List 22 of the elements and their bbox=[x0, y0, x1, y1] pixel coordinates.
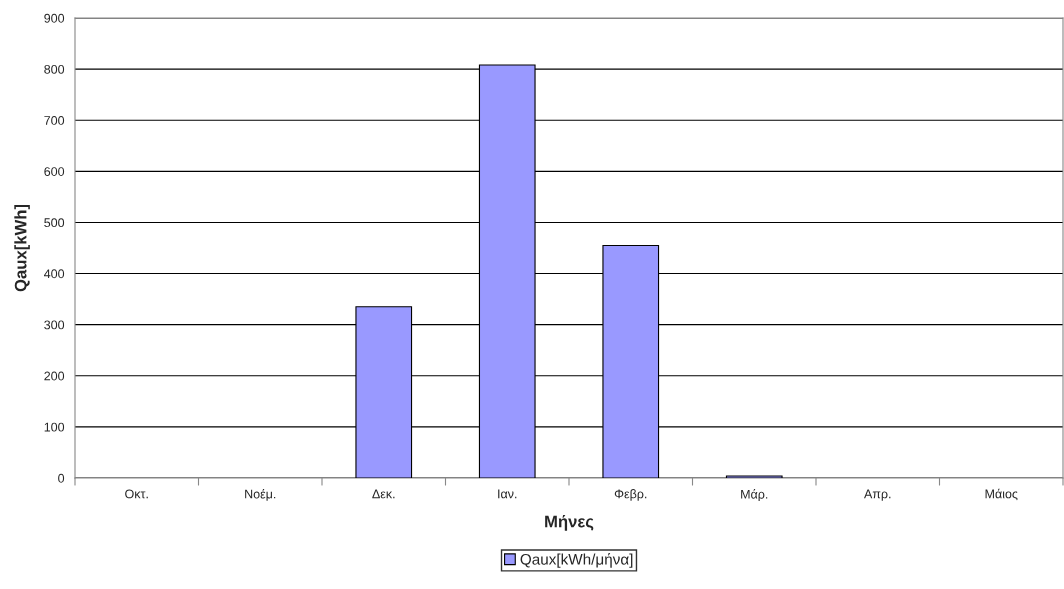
x-tick-label: Απρ. bbox=[864, 489, 891, 501]
y-tick-label: 500 bbox=[44, 218, 65, 228]
y-tick-label: 400 bbox=[44, 269, 65, 279]
y-tick-label: 900 bbox=[44, 13, 65, 23]
y-tick-label: 0 bbox=[58, 473, 65, 483]
x-axis-title: Μήνες bbox=[545, 515, 594, 531]
y-tick-label: 800 bbox=[44, 64, 65, 74]
y-tick-label: 100 bbox=[44, 422, 65, 432]
x-tick-label: Ιαν. bbox=[498, 489, 517, 499]
bar bbox=[725, 475, 783, 478]
x-tick-label: Δεκ. bbox=[372, 489, 395, 499]
y-tick-label: 300 bbox=[44, 320, 65, 330]
y-tick-label: 600 bbox=[44, 167, 65, 176]
x-tick-label: Νοέμ. bbox=[245, 488, 276, 501]
x-tick-label: Μάιος bbox=[985, 488, 1018, 501]
x-tick-label: Μάρ. bbox=[741, 489, 768, 502]
legend-label: Qaux[kWh/μήνα] bbox=[520, 553, 633, 568]
y-tick-label: 200 bbox=[44, 371, 65, 381]
x-tick-label: Οκτ. bbox=[125, 489, 148, 499]
y-tick-label: 700 bbox=[44, 116, 65, 125]
y-axis-title: Qaux[kWh] bbox=[14, 204, 30, 292]
x-tick-label: Φεβρ. bbox=[614, 489, 647, 501]
